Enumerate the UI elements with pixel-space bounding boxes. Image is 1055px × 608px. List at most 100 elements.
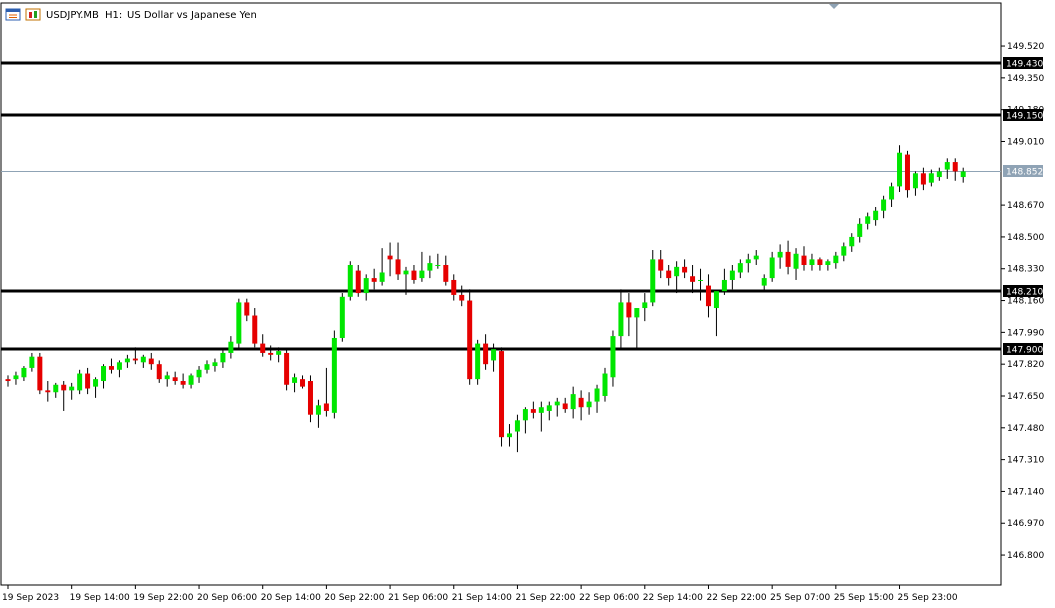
candle xyxy=(53,382,59,398)
candle-body xyxy=(53,384,59,393)
candle-body xyxy=(212,362,218,367)
candle xyxy=(809,253,815,271)
candle-body xyxy=(634,308,640,318)
candle-body xyxy=(713,291,719,309)
candle xyxy=(626,293,632,337)
candle-body xyxy=(379,272,385,282)
candle xyxy=(5,375,11,387)
candle-body xyxy=(483,343,489,365)
price-axis[interactable]: 149.520149.350149.180149.010148.670148.5… xyxy=(1001,42,1044,561)
candle-body xyxy=(522,409,528,421)
bid-price-tag-label: 148.852 xyxy=(1006,168,1043,178)
candle-body xyxy=(817,259,823,265)
candle xyxy=(292,373,298,393)
price-tick-label: 148.500 xyxy=(1007,233,1044,243)
candle-body xyxy=(284,352,290,385)
candle-body xyxy=(960,171,966,178)
symbol-label: USDJPY.MB xyxy=(46,10,99,21)
candle-body xyxy=(124,358,130,363)
candle-body xyxy=(300,379,306,387)
candle-body xyxy=(491,349,497,361)
candle xyxy=(920,167,926,191)
candle xyxy=(443,255,449,286)
candle xyxy=(212,358,218,372)
candle-body xyxy=(252,315,258,344)
candle xyxy=(642,293,648,322)
candle xyxy=(116,360,122,378)
candle xyxy=(729,264,735,290)
candle-body xyxy=(451,279,457,295)
candle xyxy=(124,354,130,368)
candle-body xyxy=(475,343,481,380)
candle xyxy=(721,268,727,295)
chart-window-icon[interactable] xyxy=(5,8,21,21)
candle xyxy=(236,298,242,350)
candle xyxy=(140,354,146,368)
candle xyxy=(897,145,903,193)
candle xyxy=(944,158,950,179)
price-tick-label: 147.310 xyxy=(1007,456,1044,466)
time-tick-label: 22 Sep 14:00 xyxy=(643,593,703,603)
candle xyxy=(594,384,600,413)
candle-body xyxy=(188,375,194,385)
candle xyxy=(475,339,481,385)
candle-body xyxy=(729,270,735,280)
candle-body xyxy=(793,253,799,269)
candle xyxy=(817,257,823,271)
candle-body xyxy=(904,154,910,191)
candle-body xyxy=(140,356,146,363)
candle-body xyxy=(642,302,648,309)
candle xyxy=(323,367,329,417)
candle-body xyxy=(29,356,35,368)
candle-body xyxy=(841,246,847,256)
description-label: US Dollar vs Japanese Yen xyxy=(127,10,257,21)
candle xyxy=(825,259,831,271)
candle-body xyxy=(761,278,767,286)
time-axis[interactable]: 19 Sep 2023 19 Sep 14:00 19 Sep 22:00 20 Se… xyxy=(2,585,958,603)
chart-type-icon[interactable] xyxy=(25,8,41,21)
candle-body xyxy=(936,171,942,178)
candle-body xyxy=(626,302,632,318)
candle xyxy=(260,334,266,357)
candle xyxy=(928,169,934,187)
candle xyxy=(682,259,688,279)
candle-body xyxy=(881,199,887,211)
candle-body xyxy=(93,379,99,387)
candle-body xyxy=(315,405,321,415)
candle-body xyxy=(538,407,544,413)
candle xyxy=(300,375,306,389)
candle xyxy=(331,330,337,419)
time-tick-label: 25 Sep 23:00 xyxy=(898,593,958,603)
candle-body xyxy=(21,367,27,378)
level-price-tag-label: 149.430 xyxy=(1006,60,1043,70)
candle xyxy=(132,347,138,365)
price-tick-label: 147.140 xyxy=(1007,487,1044,497)
candle-body xyxy=(331,337,337,413)
candle-body xyxy=(873,210,879,221)
candle-body xyxy=(116,362,122,370)
candlestick-series xyxy=(5,145,966,453)
candle xyxy=(387,242,393,277)
candle-body xyxy=(236,302,242,344)
candle xyxy=(936,167,942,181)
candle xyxy=(419,251,425,282)
candle xyxy=(698,268,704,301)
candle-body xyxy=(443,264,449,282)
candle xyxy=(522,407,528,434)
time-tick-label: 21 Sep 14:00 xyxy=(452,593,512,603)
price-tick-label: 148.160 xyxy=(1007,297,1044,307)
candle xyxy=(411,264,417,284)
price-tick-label: 147.820 xyxy=(1007,360,1044,370)
candle xyxy=(904,150,910,198)
candle xyxy=(363,274,369,301)
candle xyxy=(634,308,640,350)
candle xyxy=(841,242,847,262)
candle-body xyxy=(769,257,775,279)
candle-body xyxy=(77,373,83,391)
candle xyxy=(578,390,584,421)
candle-body xyxy=(801,255,807,265)
candle xyxy=(833,251,839,269)
candle-body xyxy=(897,152,903,187)
chart-shift-marker[interactable] xyxy=(829,4,839,9)
